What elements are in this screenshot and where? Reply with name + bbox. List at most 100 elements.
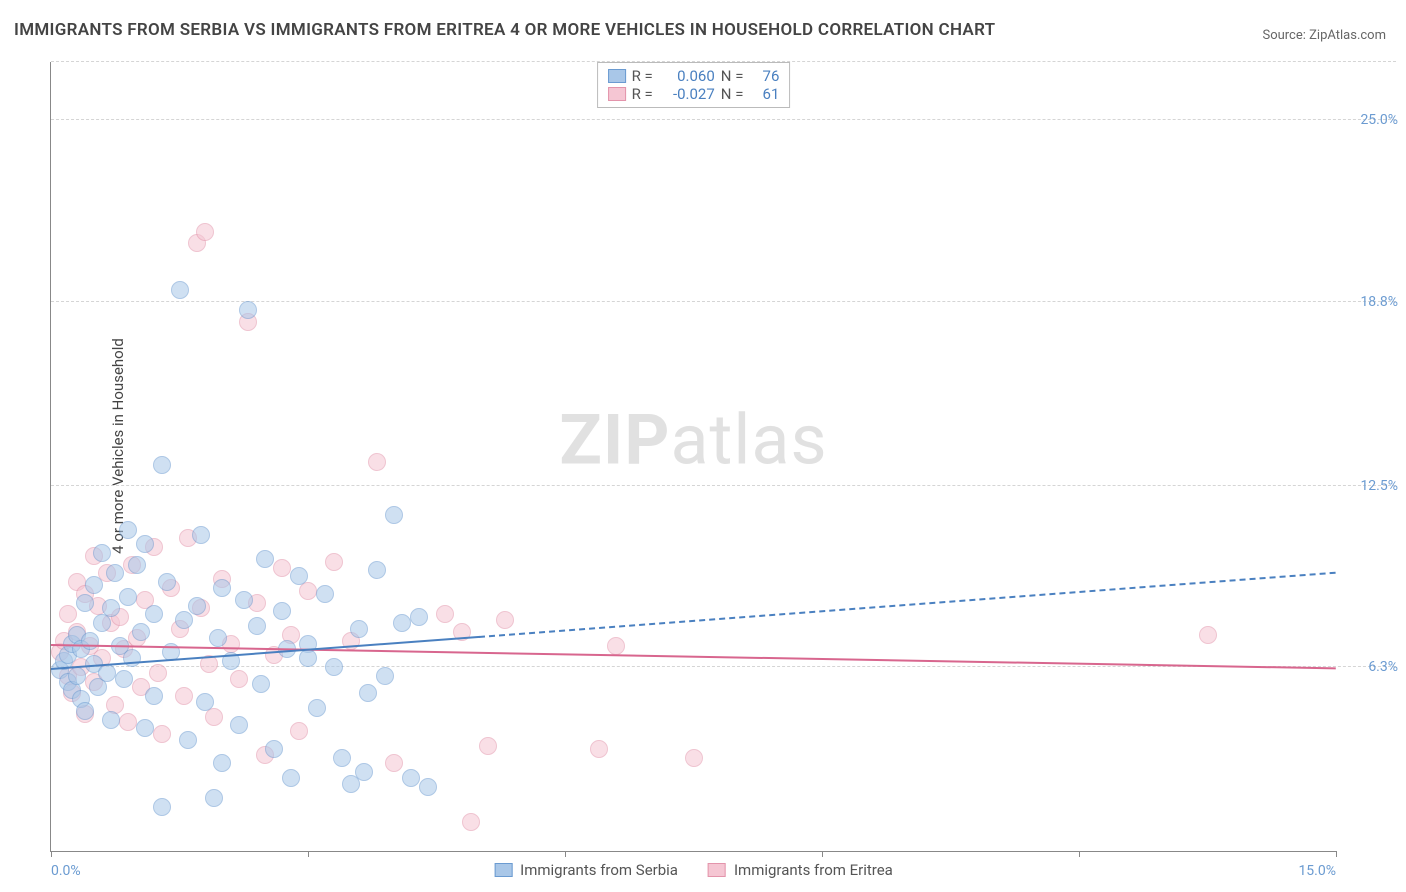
swatch-series1: [608, 69, 626, 83]
scatter-point-series1: [282, 769, 300, 787]
grid-line: [51, 119, 1396, 120]
scatter-point-series2: [385, 754, 403, 772]
scatter-point-series1: [128, 556, 146, 574]
scatter-point-series1: [213, 579, 231, 597]
scatter-point-series2: [273, 559, 291, 577]
r-value-series2: -0.027: [659, 85, 715, 103]
x-tick-label: 0.0%: [51, 863, 81, 879]
scatter-point-series1: [209, 629, 227, 647]
y-tick-label: 25.0%: [1360, 112, 1398, 128]
scatter-point-series1: [179, 731, 197, 749]
scatter-point-series1: [252, 675, 270, 693]
scatter-point-series2: [59, 605, 77, 623]
scatter-point-series1: [81, 632, 99, 650]
x-tick: [1079, 851, 1080, 857]
scatter-point-series2: [290, 722, 308, 740]
scatter-point-series1: [385, 506, 403, 524]
n-value-series2: 61: [749, 85, 779, 103]
scatter-point-series1: [299, 649, 317, 667]
scatter-point-series1: [93, 544, 111, 562]
scatter-point-series1: [256, 550, 274, 568]
scatter-point-series1: [205, 789, 223, 807]
scatter-point-series1: [98, 664, 116, 682]
scatter-point-series1: [325, 658, 343, 676]
scatter-point-series2: [607, 637, 625, 655]
scatter-point-series1: [136, 719, 154, 737]
scatter-point-series1: [132, 623, 150, 641]
scatter-point-series2: [119, 713, 137, 731]
scatter-point-series1: [333, 749, 351, 767]
scatter-point-series1: [68, 667, 86, 685]
scatter-point-series2: [479, 737, 497, 755]
scatter-point-series1: [153, 798, 171, 816]
scatter-point-series1: [355, 763, 373, 781]
scatter-point-series2: [175, 687, 193, 705]
scatter-point-series1: [265, 740, 283, 758]
scatter-point-series2: [325, 553, 343, 571]
swatch-series1: [494, 863, 512, 877]
scatter-point-series1: [316, 585, 334, 603]
scatter-point-series1: [376, 667, 394, 685]
scatter-point-series1: [290, 567, 308, 585]
scatter-point-series1: [308, 699, 326, 717]
scatter-point-series1: [188, 597, 206, 615]
scatter-point-series1: [393, 614, 411, 632]
watermark: ZIPatlas: [559, 399, 827, 481]
stats-row-series1: R = 0.060 N = 76: [608, 67, 780, 85]
r-label: R =: [632, 85, 653, 103]
grid-line: [51, 485, 1396, 486]
n-value-series1: 76: [749, 67, 779, 85]
scatter-point-series1: [368, 561, 386, 579]
y-tick-label: 12.5%: [1360, 478, 1398, 494]
scatter-point-series1: [235, 591, 253, 609]
y-tick-label: 6.3%: [1368, 659, 1398, 675]
scatter-point-series1: [136, 535, 154, 553]
grid-line: [51, 61, 1396, 62]
stats-row-series2: R = -0.027 N = 61: [608, 85, 780, 103]
scatter-point-series2: [496, 611, 514, 629]
scatter-point-series1: [106, 564, 124, 582]
scatter-point-series1: [350, 620, 368, 638]
scatter-point-series1: [119, 588, 137, 606]
scatter-point-series1: [76, 594, 94, 612]
scatter-point-series1: [230, 716, 248, 734]
n-label: N =: [721, 67, 744, 85]
scatter-point-series2: [368, 453, 386, 471]
x-tick-label: 15.0%: [1298, 863, 1336, 879]
scatter-point-series1: [248, 617, 266, 635]
legend-item-series1: Immigrants from Serbia: [494, 861, 678, 879]
scatter-point-series1: [419, 778, 437, 796]
n-label: N =: [721, 85, 744, 103]
scatter-point-series2: [149, 664, 167, 682]
y-tick-label: 18.8%: [1360, 294, 1398, 310]
plot-area: ZIPatlas R = 0.060 N = 76 R = -0.027 N =…: [50, 62, 1336, 852]
scatter-point-series1: [410, 608, 428, 626]
scatter-point-series1: [145, 605, 163, 623]
stats-legend: R = 0.060 N = 76 R = -0.027 N = 61: [597, 62, 791, 108]
watermark-light: atlas: [670, 399, 827, 481]
legend-item-series2: Immigrants from Eritrea: [708, 861, 893, 879]
scatter-point-series1: [119, 521, 137, 539]
source-label: Source: ZipAtlas.com: [1262, 28, 1386, 43]
scatter-point-series2: [590, 740, 608, 758]
scatter-point-series1: [158, 573, 176, 591]
r-label: R =: [632, 67, 653, 85]
legend-label-series2: Immigrants from Eritrea: [734, 861, 893, 879]
scatter-point-series1: [402, 769, 420, 787]
x-tick: [1336, 851, 1337, 857]
chart-title: IMMIGRANTS FROM SERBIA VS IMMIGRANTS FRO…: [14, 20, 995, 40]
scatter-point-series2: [1199, 626, 1217, 644]
scatter-point-series1: [123, 649, 141, 667]
scatter-point-series1: [85, 576, 103, 594]
scatter-point-series2: [462, 813, 480, 831]
scatter-point-series1: [115, 670, 133, 688]
scatter-point-series1: [196, 693, 214, 711]
scatter-point-series1: [273, 602, 291, 620]
x-tick: [308, 851, 309, 857]
bottom-legend: Immigrants from Serbia Immigrants from E…: [494, 861, 893, 879]
x-tick: [822, 851, 823, 857]
x-tick: [565, 851, 566, 857]
scatter-point-series1: [102, 599, 120, 617]
scatter-point-series1: [171, 281, 189, 299]
scatter-point-series2: [230, 670, 248, 688]
